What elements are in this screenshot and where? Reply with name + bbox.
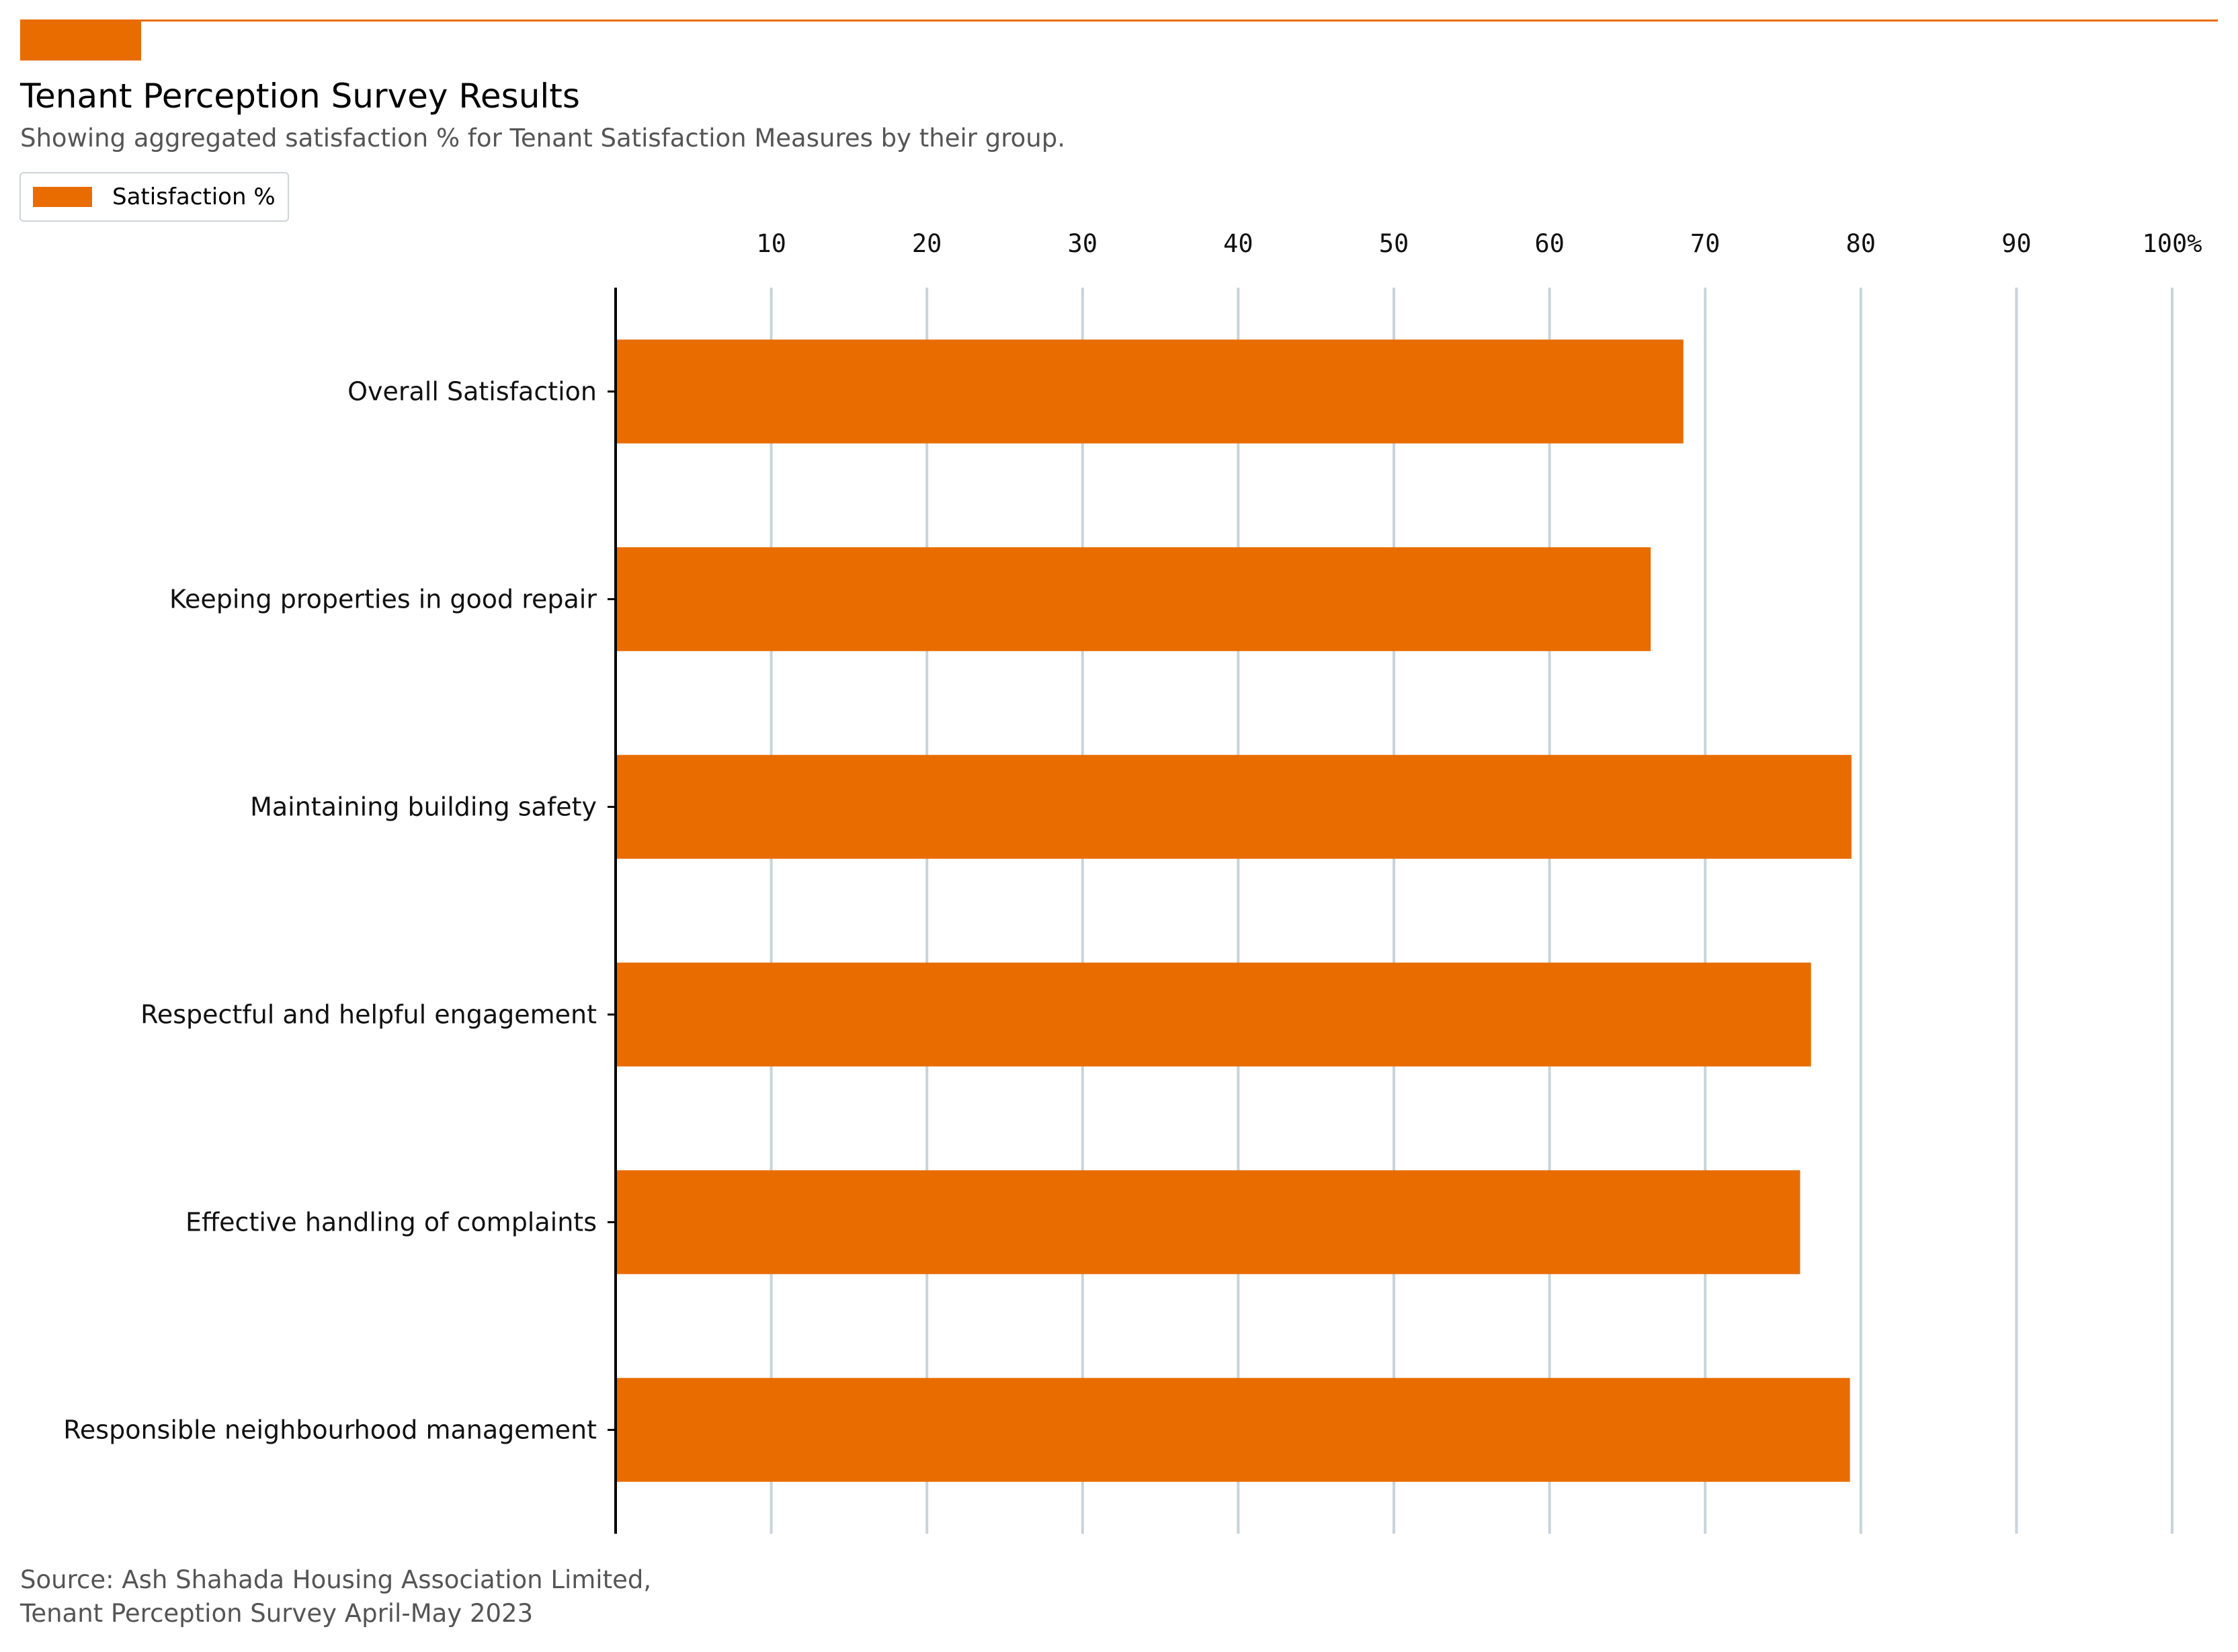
category-label: Effective handling of complaints: [185, 1208, 597, 1237]
legend: Satisfaction %: [19, 172, 289, 222]
bar: [616, 962, 1811, 1067]
x-tick-label: 40: [1223, 229, 1253, 258]
x-tick-label: 80: [1846, 229, 1876, 258]
category-label: Respectful and helpful engagement: [140, 1000, 597, 1030]
chart-title: Tenant Perception Survey Results: [20, 77, 580, 116]
source-line-1: Source: Ash Shahada Housing Association …: [20, 1565, 652, 1594]
chart-subtitle: Showing aggregated satisfaction % for Te…: [20, 124, 1065, 153]
bar: [616, 1378, 1850, 1482]
bar: [616, 547, 1651, 651]
bar: [616, 755, 1852, 859]
bar: [616, 1170, 1800, 1274]
grid-lines: [770, 288, 2173, 1534]
x-tick-label: 10: [756, 229, 786, 258]
category-label: Overall Satisfaction: [347, 377, 597, 407]
x-tick-label: 20: [912, 229, 942, 258]
source-line-2: Tenant Perception Survey April-May 2023: [20, 1599, 534, 1628]
x-tick-label: 90: [2001, 229, 2032, 258]
x-tick-label: 100%: [2142, 229, 2202, 258]
header-accent-rule: [20, 19, 2218, 22]
category-label: Responsible neighbourhood management: [63, 1415, 597, 1445]
x-tick-labels: 10 20 30 40 50 60 70 80 90 100%: [756, 229, 2202, 258]
legend-label: Satisfaction %: [112, 183, 276, 210]
category-labels: Overall Satisfaction Keeping properties i…: [63, 377, 616, 1445]
x-tick-label: 60: [1534, 229, 1565, 258]
x-tick-label: 70: [1690, 229, 1721, 258]
category-label: Maintaining building safety: [250, 792, 597, 822]
legend-swatch: [33, 187, 92, 207]
x-tick-label: 50: [1379, 229, 1409, 258]
bars: [616, 339, 1852, 1482]
header-accent-block: [20, 20, 141, 60]
source-note: Source: Ash Shahada Housing Association …: [20, 1563, 651, 1630]
category-label: Keeping properties in good repair: [169, 585, 597, 614]
x-tick-label: 30: [1068, 229, 1098, 258]
bar: [616, 339, 1684, 444]
